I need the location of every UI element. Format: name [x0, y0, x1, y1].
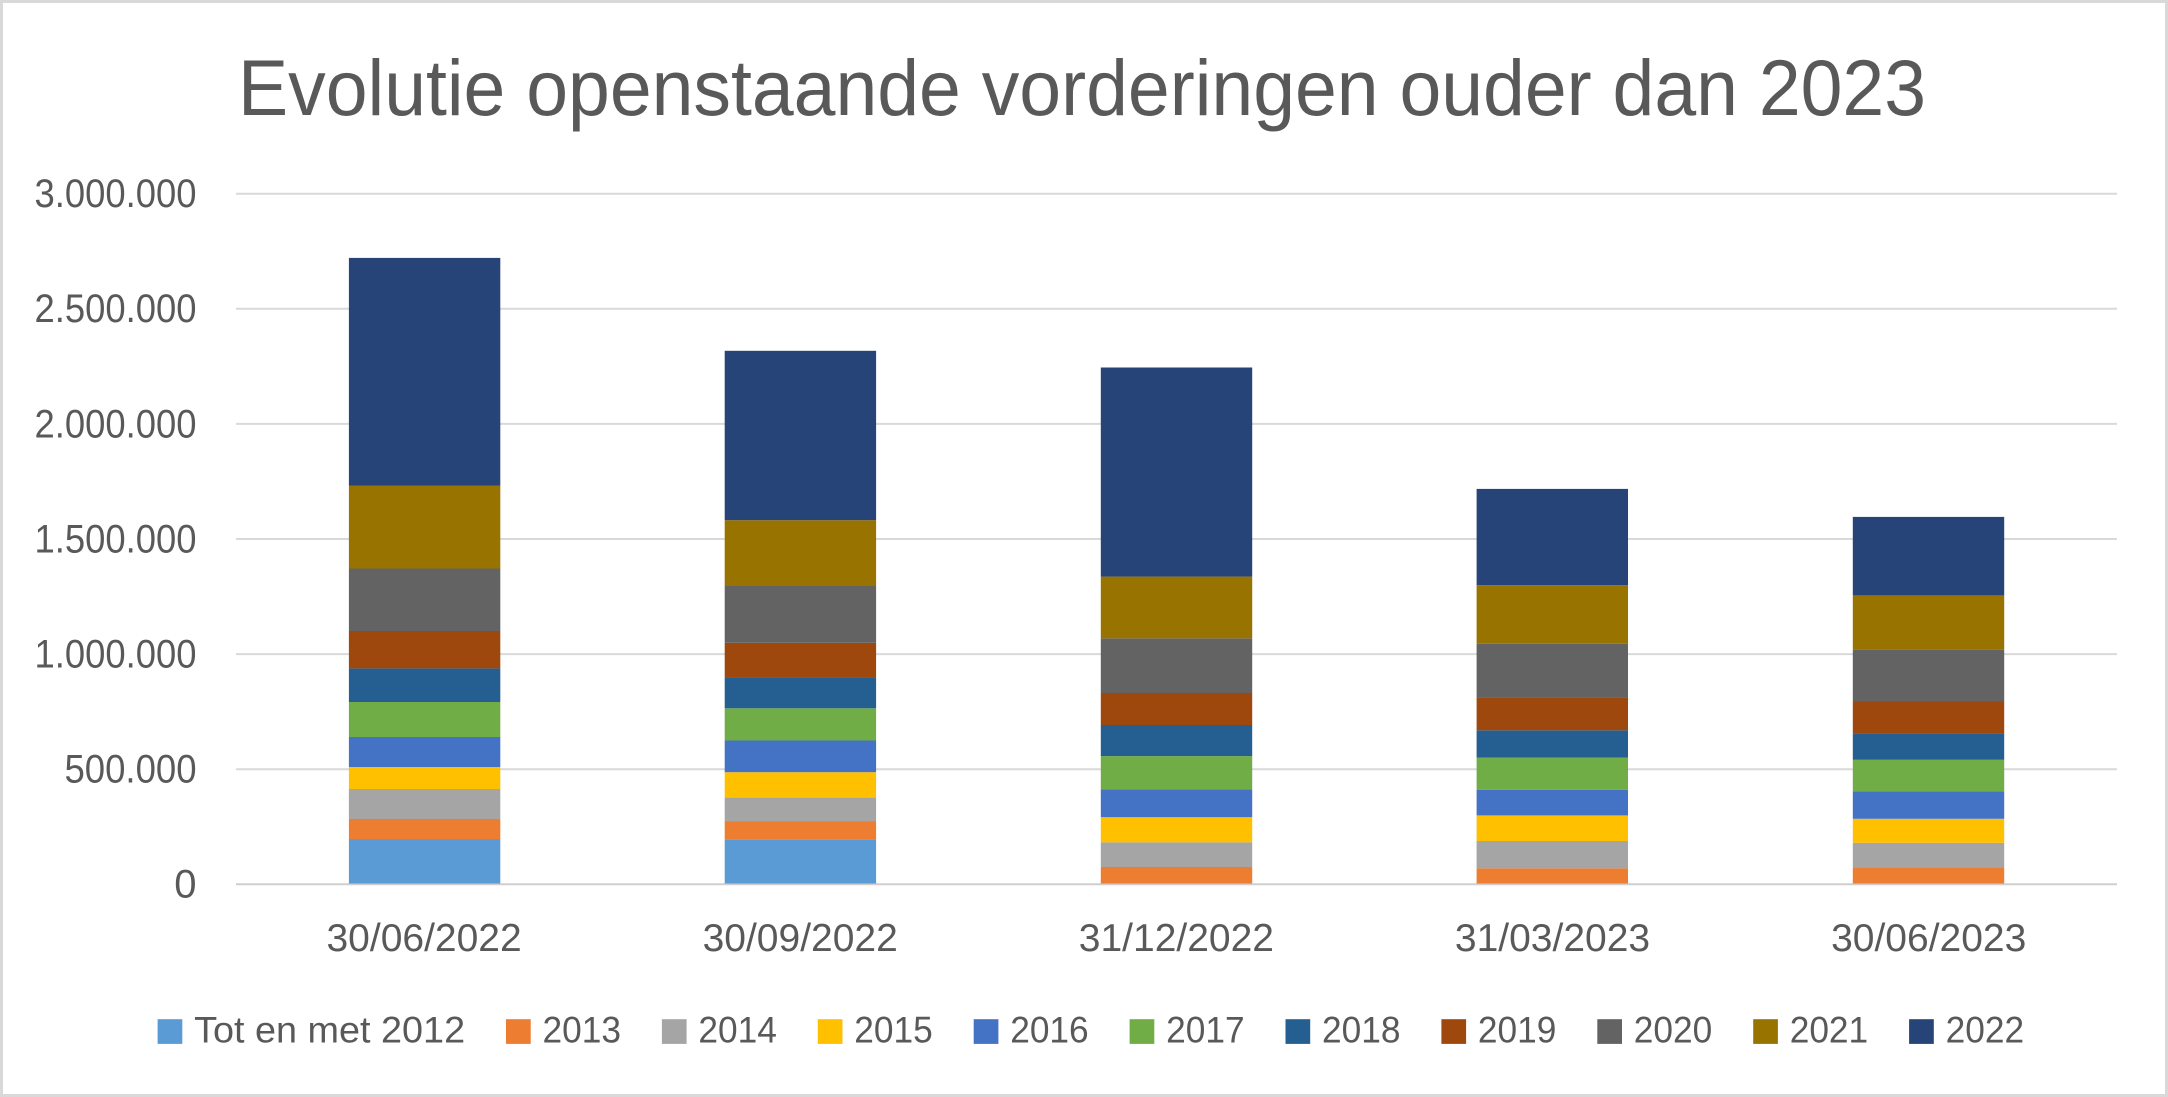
svg-text:30/09/2022: 30/09/2022: [703, 917, 898, 960]
svg-text:2.500.000: 2.500.000: [35, 287, 197, 331]
svg-text:500.000: 500.000: [65, 748, 197, 792]
svg-text:31/03/2023: 31/03/2023: [1455, 917, 1650, 960]
svg-text:1.500.000: 1.500.000: [35, 517, 197, 561]
svg-text:2014: 2014: [698, 1010, 777, 1051]
svg-text:0: 0: [174, 863, 196, 907]
svg-text:2020: 2020: [1634, 1010, 1713, 1051]
svg-text:30/06/2023: 30/06/2023: [1831, 917, 2026, 960]
svg-text:2022: 2022: [1946, 1010, 2025, 1051]
svg-text:Tot en met 2012: Tot en met 2012: [194, 1010, 465, 1051]
svg-text:2.000.000: 2.000.000: [35, 402, 197, 446]
svg-text:2016: 2016: [1010, 1010, 1088, 1051]
svg-text:3.000.000: 3.000.000: [35, 172, 197, 216]
svg-text:1.000.000: 1.000.000: [35, 633, 197, 677]
svg-text:2019: 2019: [1478, 1010, 1557, 1051]
svg-text:2013: 2013: [543, 1010, 622, 1051]
svg-text:2018: 2018: [1322, 1010, 1401, 1051]
svg-text:31/12/2022: 31/12/2022: [1079, 917, 1274, 960]
svg-text:2017: 2017: [1166, 1010, 1245, 1051]
svg-text:2021: 2021: [1790, 1010, 1869, 1051]
svg-text:Evolutie openstaande vordering: Evolutie openstaande vorderingen ouder d…: [238, 44, 1926, 132]
svg-text:30/06/2022: 30/06/2022: [326, 917, 521, 960]
svg-text:2015: 2015: [854, 1010, 933, 1051]
